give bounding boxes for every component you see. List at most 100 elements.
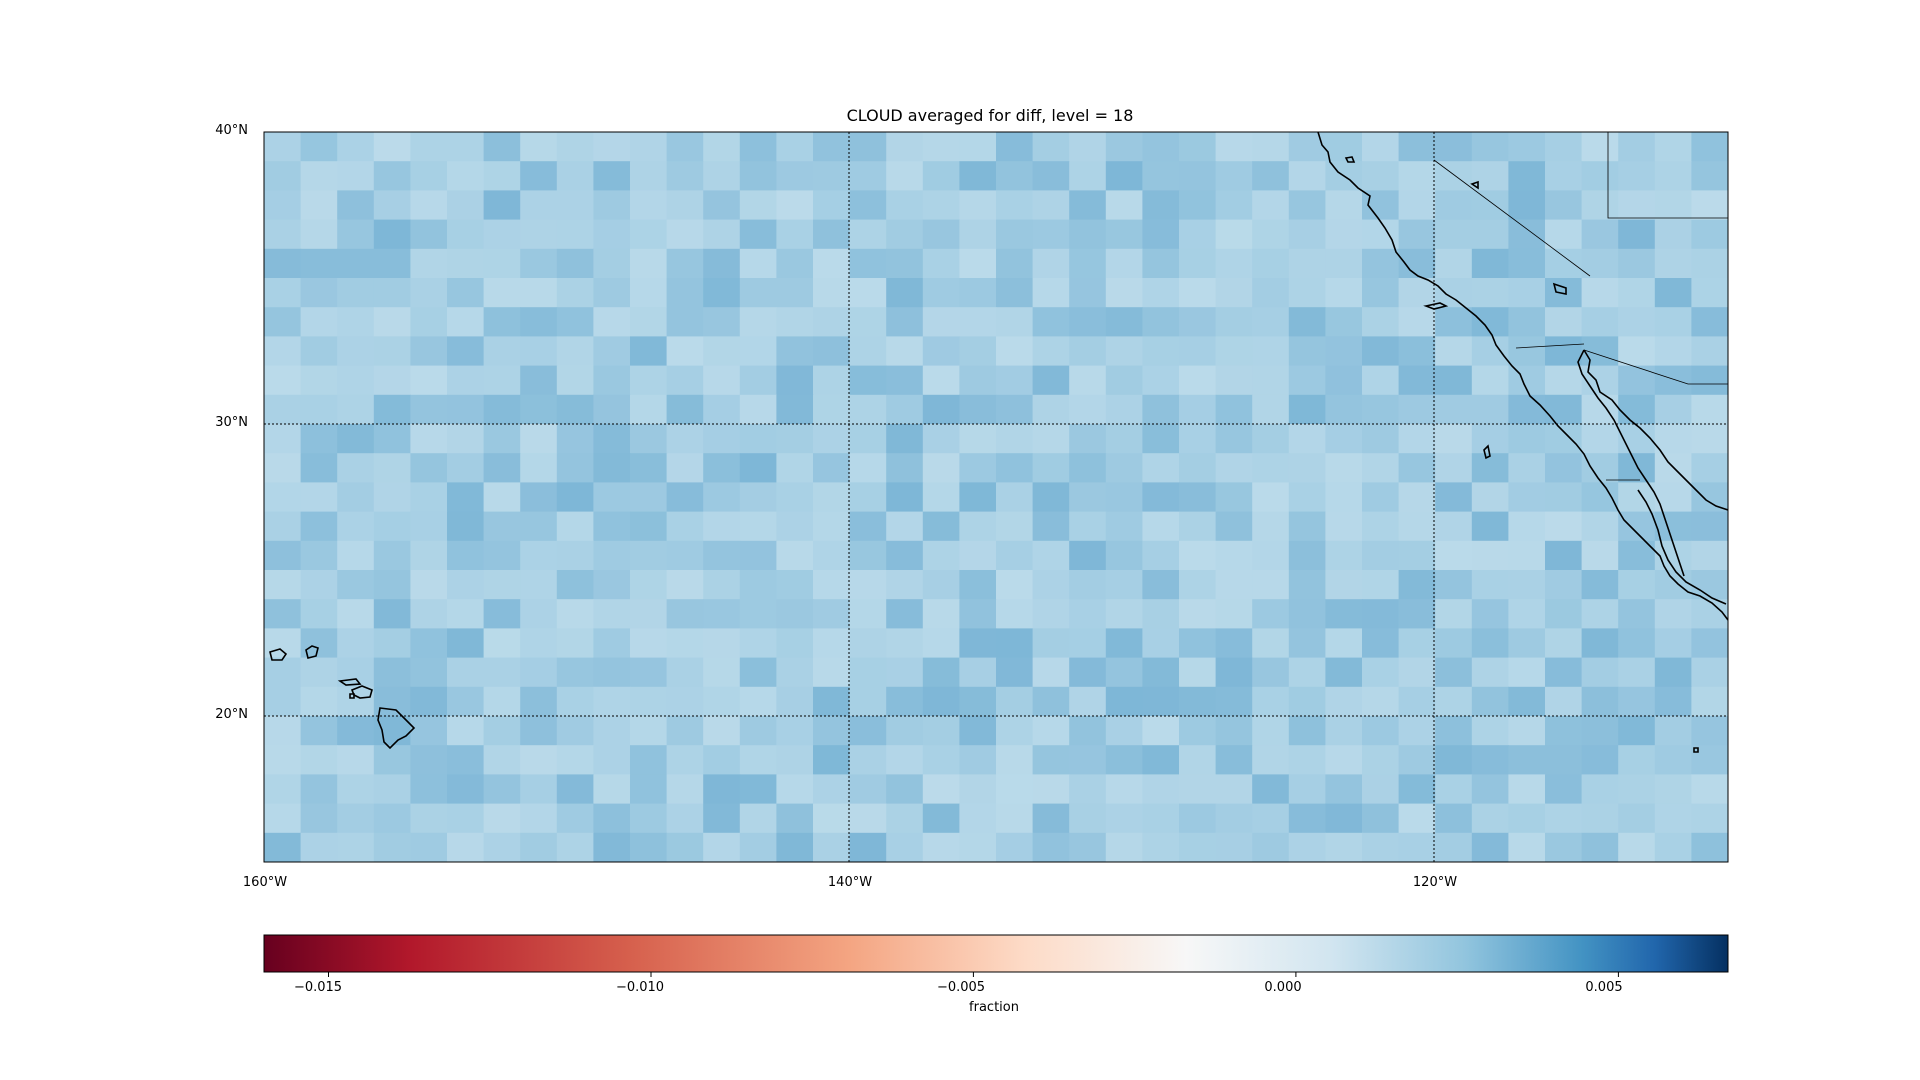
heatmap-cell [1654, 161, 1692, 191]
heatmap-cell [813, 657, 851, 688]
heatmap-cell [1545, 453, 1583, 483]
heatmap-cell [1325, 248, 1363, 279]
heatmap-cell [1142, 832, 1180, 862]
heatmap-cell [447, 716, 485, 746]
heatmap-cell [1654, 424, 1692, 454]
heatmap-cell [1142, 774, 1180, 805]
heatmap-cell [666, 803, 704, 834]
heatmap-cell [1508, 394, 1546, 425]
heatmap-cell [1618, 219, 1656, 250]
heatmap-cell [776, 453, 814, 483]
heatmap-cell [556, 307, 594, 337]
heatmap-cell [1288, 453, 1326, 483]
heatmap-cell [886, 394, 924, 425]
heatmap-cell [666, 570, 704, 600]
heatmap-cell [813, 803, 851, 834]
heatmap-cell [1654, 394, 1692, 425]
heatmap-cell [630, 511, 668, 542]
heatmap-cell [1288, 336, 1326, 367]
heatmap-cell [776, 394, 814, 425]
heatmap-cell [886, 803, 924, 834]
map-frame [263, 131, 1729, 863]
heatmap-cell [1325, 132, 1363, 162]
heatmap-cell [1325, 803, 1363, 834]
map-title: CLOUD averaged for diff, level = 18 [846, 106, 1134, 125]
heatmap-cell [739, 628, 777, 659]
heatmap-cell [703, 482, 741, 513]
border-us-mexico [1515, 343, 1585, 349]
heatmap-cell [959, 540, 997, 571]
heatmap-cell [776, 657, 814, 688]
heatmap-cell [776, 365, 814, 396]
heatmap-cell [703, 161, 741, 191]
heatmap-cell [776, 511, 814, 542]
heatmap-cell [1398, 570, 1436, 600]
heatmap-cell [1288, 511, 1326, 542]
heatmap-cell [593, 365, 631, 396]
heatmap-cell [447, 278, 485, 308]
heatmap-cell [1288, 482, 1326, 513]
heatmap-cell [447, 394, 485, 425]
heatmap-cell [996, 540, 1034, 571]
heatmap-cell [337, 336, 375, 367]
heatmap-cell [1142, 394, 1180, 425]
heatmap-cell [1215, 570, 1253, 600]
heatmap-cell [996, 570, 1034, 600]
heatmap-cell [1325, 745, 1363, 775]
heatmap-cell [337, 745, 375, 775]
heatmap-cell [1362, 803, 1400, 834]
heatmap-cell [337, 540, 375, 571]
heatmap-cell [264, 482, 302, 513]
heatmap-cell [1545, 365, 1583, 396]
coastlines [269, 132, 1728, 753]
heatmap-cell [813, 394, 851, 425]
heatmap-cell [996, 132, 1034, 162]
heatmap-cell [959, 686, 997, 717]
heatmap-cell [1545, 424, 1583, 454]
heatmap-cell [1252, 161, 1290, 191]
heatmap-cell [703, 540, 741, 571]
heatmap-cell [739, 190, 777, 221]
heatmap-cell [666, 716, 704, 746]
heatmap-cell [373, 278, 411, 308]
heatmap-cell [922, 832, 960, 862]
heatmap-cell [300, 394, 338, 425]
heatmap-cell [1654, 628, 1692, 659]
heatmap-cell [1545, 190, 1583, 221]
heatmap-cell [739, 424, 777, 454]
heatmap-cell [996, 511, 1034, 542]
heatmap-cell [996, 628, 1034, 659]
border-az [1607, 132, 1728, 219]
heatmap-cell [1654, 599, 1692, 629]
heatmap-cell [1215, 540, 1253, 571]
heatmap-cell [1179, 482, 1217, 513]
heatmap-cell [520, 336, 558, 367]
heatmap-cell [1142, 278, 1180, 308]
heatmap-cell [1398, 132, 1436, 162]
heatmap-cell [593, 686, 631, 717]
heatmap-cell [300, 745, 338, 775]
heatmap-cell [264, 628, 302, 659]
heatmap-cell [1691, 803, 1728, 834]
heatmap-cell [776, 219, 814, 250]
heatmap-cell [1215, 365, 1253, 396]
heatmap-cell [1398, 161, 1436, 191]
heatmap-cell [447, 686, 485, 717]
heatmap-cell [447, 540, 485, 571]
heatmap-cell [264, 132, 302, 162]
heatmap-cell [520, 278, 558, 308]
heatmap-cell [483, 365, 521, 396]
heatmap-cell [410, 657, 448, 688]
heatmap-cell [849, 307, 887, 337]
heatmap-cell [886, 745, 924, 775]
heatmap-cell [1032, 307, 1070, 337]
heatmap-cell [1654, 219, 1692, 250]
heatmap-cell [447, 511, 485, 542]
heatmap-cell [264, 803, 302, 834]
heatmap-cell [1179, 540, 1217, 571]
heatmap-cell [1654, 307, 1692, 337]
heatmap-cell [373, 365, 411, 396]
heatmap-cell [1435, 453, 1473, 483]
heatmap-cell [1069, 599, 1107, 629]
heatmap-cell [373, 803, 411, 834]
